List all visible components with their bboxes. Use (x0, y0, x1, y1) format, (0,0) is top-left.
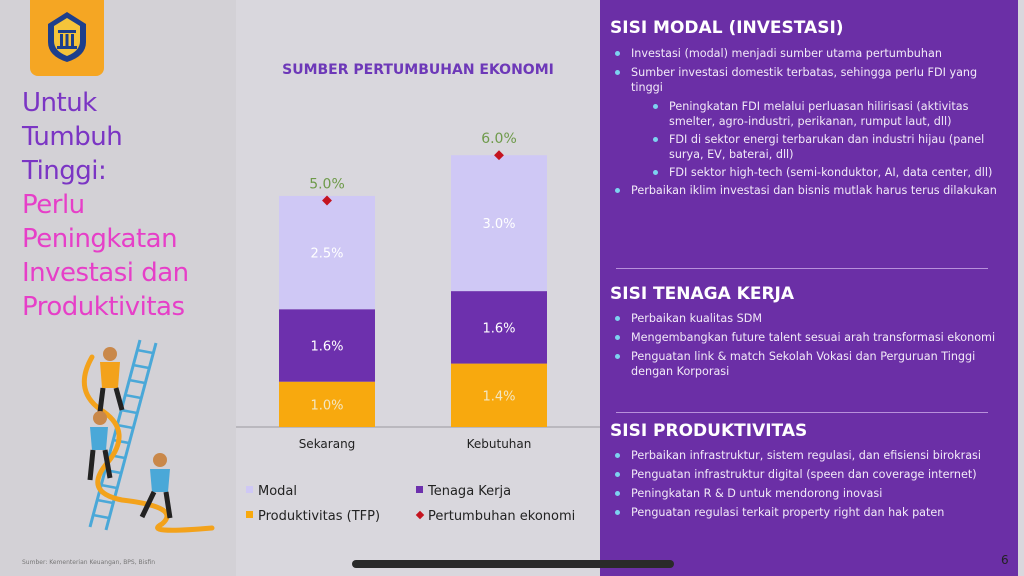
title-line: Investasi dan (22, 256, 232, 290)
list-item: FDI di sektor energi terbarukan dan indu… (610, 132, 1005, 162)
modal-list: Investasi (modal) menjadi sumber utama p… (610, 46, 1005, 202)
list-item: Penguatan link & match Sekolah Vokasi da… (610, 349, 1005, 379)
team-climbing-illustration (62, 332, 232, 537)
list-item: Penguatan regulasi terkait property righ… (610, 505, 1005, 520)
data-label: 2.5% (310, 247, 343, 262)
list-item: Peningkatan FDI melalui perluasan hiliri… (610, 99, 1005, 129)
list-item: Perbaikan iklim investasi dan bisnis mut… (610, 183, 1005, 198)
growth-label: 6.0% (481, 131, 517, 147)
title-line: Produktivitas (22, 290, 232, 324)
divider (616, 268, 988, 269)
legend-label: Produktivitas (TFP) (258, 509, 380, 524)
data-label: 1.6% (310, 339, 343, 354)
title-line: Untuk (22, 86, 232, 120)
title-line: Peningkatan (22, 222, 232, 256)
emblem-icon (42, 8, 92, 64)
tenaga-kerja-list: Perbaikan kualitas SDM Mengembangkan futu… (610, 311, 1005, 383)
data-label: 3.0% (482, 217, 515, 232)
left-panel: Untuk Tumbuh Tinggi: Perlu Peningkatan Invest… (0, 0, 236, 576)
legend-marker (416, 511, 424, 519)
list-item: Penguatan infrastruktur digital (speen d… (610, 467, 1005, 482)
list-item: Peningkatan R & D untuk mendorong inovas… (610, 486, 1005, 501)
legend-swatch (246, 486, 253, 493)
stacked-bar-chart: 1.0% 1.6% 2.5% 5.0% Sekarang 1.4% 1.6% 3.0% 6.0%… (236, 0, 600, 576)
produktivitas-list: Perbaikan infrastruktur, sistem regulasi… (610, 448, 1005, 524)
title-line: Tinggi: (22, 154, 232, 188)
section-title-tenaga-kerja: SISI TENAGA KERJA (610, 284, 794, 304)
divider (616, 412, 988, 413)
x-tick-label: Sekarang (299, 437, 356, 451)
source-note: Sumber: Kementerian Keuangan, BPS, Bisfi… (22, 559, 155, 566)
list-item: Investasi (modal) menjadi sumber utama p… (610, 46, 1005, 61)
horizontal-scrollbar[interactable] (352, 560, 674, 568)
title-line: Tumbuh (22, 120, 232, 154)
section-title-modal: SISI MODAL (INVESTASI) (610, 18, 844, 38)
x-tick-label: Kebutuhan (467, 437, 532, 451)
legend-label: Tenaga Kerja (427, 484, 511, 499)
legend-swatch (416, 486, 423, 493)
list-item: Mengembangkan future talent sesuai arah … (610, 330, 1005, 345)
growth-label: 5.0% (309, 177, 345, 193)
legend-label: Pertumbuhan ekonomi (428, 509, 575, 524)
kemenkeu-logo (30, 0, 104, 76)
page-title: Untuk Tumbuh Tinggi: Perlu Peningkatan Invest… (22, 86, 232, 324)
list-item: FDI sektor high-tech (semi-konduktor, AI… (610, 165, 1005, 180)
legend-swatch (246, 511, 253, 518)
data-label: 1.4% (482, 389, 515, 404)
data-label: 1.0% (310, 398, 343, 413)
page-number: 6 (1001, 553, 1009, 567)
data-label: 1.6% (482, 321, 515, 336)
chart-panel: SUMBER PERTUMBUHAN EKONOMI 1.0% 1.6% 2.5% 5… (236, 0, 600, 576)
list-item: Perbaikan infrastruktur, sistem regulasi… (610, 448, 1005, 463)
legend-label: Modal (258, 484, 297, 499)
section-title-produktivitas: SISI PRODUKTIVITAS (610, 421, 807, 441)
list-item: Perbaikan kualitas SDM (610, 311, 1005, 326)
policy-panel: SISI MODAL (INVESTASI) Investasi (modal)… (600, 0, 1018, 576)
title-line: Perlu (22, 188, 232, 222)
list-item: Sumber investasi domestik terbatas, sehi… (610, 65, 1005, 95)
